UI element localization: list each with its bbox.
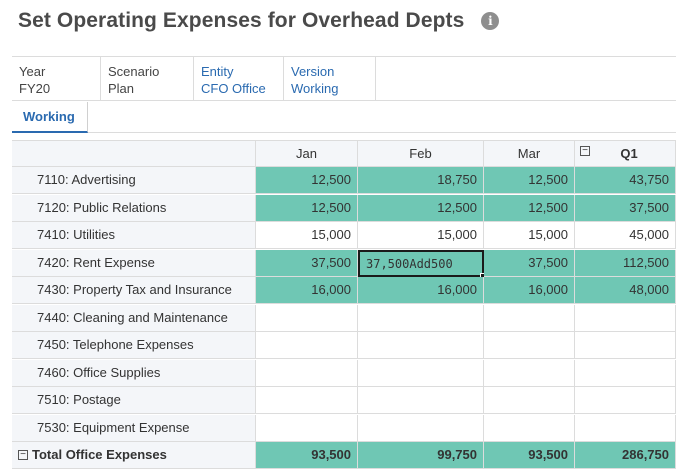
data-cell-mar[interactable]: [484, 332, 575, 359]
total-cell-jan[interactable]: 93,500: [256, 442, 358, 469]
pov-entity-selector[interactable]: Entity CFO Office: [194, 57, 284, 100]
pov-version-value[interactable]: Working: [291, 81, 339, 96]
pov-entity-value[interactable]: CFO Office: [201, 81, 266, 96]
pov-scenario: Scenario Plan: [101, 57, 194, 100]
grid-corner: [12, 140, 256, 167]
data-cell-jan[interactable]: 12,500: [256, 167, 358, 194]
tab-working[interactable]: Working: [12, 102, 88, 133]
data-cell-q1[interactable]: 37,500: [575, 194, 676, 222]
data-cell-jan[interactable]: [256, 332, 358, 359]
total-row: − Total Office Expenses 93,500 99,750 93,500…: [12, 442, 676, 469]
data-cell-q1[interactable]: 112,500: [575, 249, 676, 277]
row-header[interactable]: 7420: Rent Expense: [12, 249, 256, 277]
data-cell-jan[interactable]: 12,500: [256, 194, 358, 222]
pov-year-label: Year: [19, 64, 46, 79]
data-cell-mar[interactable]: 16,000: [484, 277, 575, 304]
column-header-jan[interactable]: Jan: [256, 140, 358, 167]
data-cell-q1[interactable]: [575, 414, 676, 442]
table-row: 7410: Utilities 15,000 15,000 15,000 45,000: [12, 222, 676, 249]
tab-bar: Working: [12, 102, 676, 133]
row-header[interactable]: 7450: Telephone Expenses: [12, 332, 256, 359]
data-cell-feb[interactable]: 12,500: [358, 194, 484, 222]
row-header[interactable]: 7530: Equipment Expense: [12, 414, 256, 442]
pov-entity-label: Entity: [201, 64, 234, 79]
grid-header-row: Jan Feb Mar − Q1: [12, 140, 676, 167]
data-cell-mar[interactable]: 12,500: [484, 167, 575, 194]
data-cell-jan[interactable]: 37,500: [256, 249, 358, 277]
pov-bar: Year FY20 Scenario Plan Entity CFO Offic…: [12, 56, 676, 101]
data-cell-mar[interactable]: 12,500: [484, 194, 575, 222]
pov-version-label: Version: [291, 64, 335, 79]
row-header[interactable]: 7120: Public Relations: [12, 194, 256, 222]
data-cell-jan[interactable]: 15,000: [256, 222, 358, 249]
data-cell-mar[interactable]: [484, 359, 575, 387]
data-cell-mar[interactable]: 15,000: [484, 222, 575, 249]
pov-scenario-value: Plan: [108, 81, 135, 96]
row-header[interactable]: 7440: Cleaning and Maintenance: [12, 304, 256, 332]
data-cell-q1[interactable]: [575, 387, 676, 414]
data-cell-feb[interactable]: [358, 359, 484, 387]
table-row: 7440: Cleaning and Maintenance: [12, 304, 676, 332]
row-header[interactable]: 7460: Office Supplies: [12, 359, 256, 387]
data-cell-mar[interactable]: [484, 414, 575, 442]
data-cell-mar[interactable]: 37,500: [484, 249, 575, 277]
data-cell-q1[interactable]: [575, 332, 676, 359]
collapse-q1-icon[interactable]: −: [580, 146, 590, 156]
pov-year: Year FY20: [12, 57, 101, 100]
row-header[interactable]: 7430: Property Tax and Insurance: [12, 277, 256, 304]
table-row: 7450: Telephone Expenses: [12, 332, 676, 359]
table-row: 7110: Advertising 12,500 18,750 12,500 43,75…: [12, 167, 676, 194]
pov-scenario-label: Scenario: [108, 64, 160, 79]
data-cell-jan[interactable]: [256, 414, 358, 442]
row-header[interactable]: 7410: Utilities: [12, 222, 256, 249]
column-header-feb[interactable]: Feb: [358, 140, 484, 167]
data-cell-mar[interactable]: [484, 304, 575, 332]
table-row: 7510: Postage: [12, 387, 676, 414]
table-row: 7120: Public Relations 12,500 12,500 12,500…: [12, 194, 676, 222]
data-cell-jan[interactable]: [256, 359, 358, 387]
collapse-total-icon[interactable]: −: [18, 450, 28, 460]
pov-version-selector[interactable]: Version Working: [284, 57, 376, 100]
total-row-label: Total Office Expenses: [32, 447, 167, 462]
data-cell-q1[interactable]: 43,750: [575, 167, 676, 194]
data-cell-jan[interactable]: 16,000: [256, 277, 358, 304]
data-cell-q1[interactable]: [575, 359, 676, 387]
data-cell-feb[interactable]: [358, 387, 484, 414]
total-row-header[interactable]: − Total Office Expenses: [12, 442, 256, 469]
data-cell-feb[interactable]: [358, 304, 484, 332]
data-cell-feb[interactable]: 16,000: [358, 277, 484, 304]
data-cell-jan[interactable]: [256, 304, 358, 332]
data-cell-q1[interactable]: 45,000: [575, 222, 676, 249]
total-cell-mar[interactable]: 93,500: [484, 442, 575, 469]
data-cell-q1[interactable]: [575, 304, 676, 332]
table-row: 7420: Rent Expense 37,500 37,500Add500 37,5…: [12, 249, 676, 279]
column-header-q1[interactable]: − Q1: [575, 140, 676, 167]
data-cell-jan[interactable]: [256, 387, 358, 414]
data-cell-mar[interactable]: [484, 387, 575, 414]
table-row: 7430: Property Tax and Insurance 16,000 16…: [12, 277, 676, 304]
info-icon[interactable]: i: [481, 12, 500, 30]
data-cell-feb[interactable]: 15,000: [358, 222, 484, 249]
row-header[interactable]: 7510: Postage: [12, 387, 256, 414]
data-cell-q1[interactable]: 48,000: [575, 277, 676, 304]
column-header-mar[interactable]: Mar: [484, 140, 575, 167]
data-cell-feb[interactable]: [358, 414, 484, 442]
table-row: 7530: Equipment Expense: [12, 414, 676, 442]
row-header[interactable]: 7110: Advertising: [12, 167, 256, 194]
column-header-q1-label: Q1: [620, 146, 638, 161]
total-cell-feb[interactable]: 99,750: [358, 442, 484, 469]
cell-editor-input[interactable]: 37,500Add500: [358, 249, 486, 279]
data-cell-feb[interactable]: [358, 332, 484, 359]
total-cell-q1[interactable]: 286,750: [575, 442, 676, 469]
page-title: Set Operating Expenses for Overhead Dept…: [18, 9, 465, 32]
table-row: 7460: Office Supplies: [12, 359, 676, 387]
data-cell-feb[interactable]: 18,750: [358, 167, 484, 194]
pov-year-value: FY20: [19, 81, 51, 96]
title-bar: Set Operating Expenses for Overhead Dept…: [18, 6, 500, 36]
